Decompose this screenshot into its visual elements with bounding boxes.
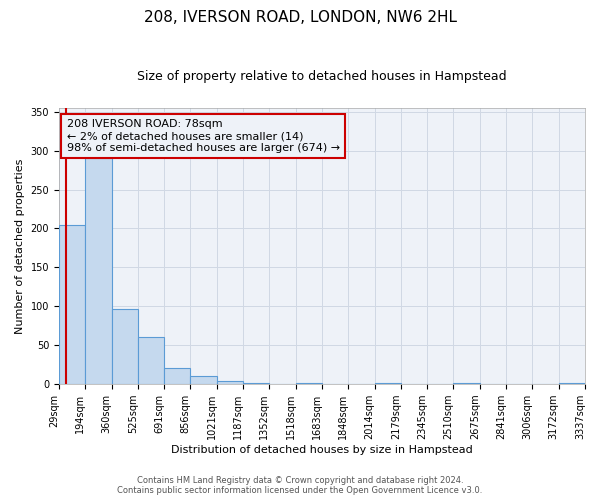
Bar bbox=[559, 382, 585, 384]
Bar bbox=[112, 308, 138, 384]
Bar bbox=[217, 381, 243, 384]
X-axis label: Distribution of detached houses by size in Hampstead: Distribution of detached houses by size … bbox=[171, 445, 473, 455]
Bar bbox=[164, 368, 190, 384]
Text: Contains HM Land Registry data © Crown copyright and database right 2024.
Contai: Contains HM Land Registry data © Crown c… bbox=[118, 476, 482, 495]
Text: 208, IVERSON ROAD, LONDON, NW6 2HL: 208, IVERSON ROAD, LONDON, NW6 2HL bbox=[143, 10, 457, 25]
Bar bbox=[85, 158, 112, 384]
Bar bbox=[59, 224, 85, 384]
Bar bbox=[138, 338, 164, 384]
Bar bbox=[190, 376, 217, 384]
Title: Size of property relative to detached houses in Hampstead: Size of property relative to detached ho… bbox=[137, 70, 507, 83]
Y-axis label: Number of detached properties: Number of detached properties bbox=[15, 158, 25, 334]
Text: 208 IVERSON ROAD: 78sqm
← 2% of detached houses are smaller (14)
98% of semi-det: 208 IVERSON ROAD: 78sqm ← 2% of detached… bbox=[67, 120, 340, 152]
